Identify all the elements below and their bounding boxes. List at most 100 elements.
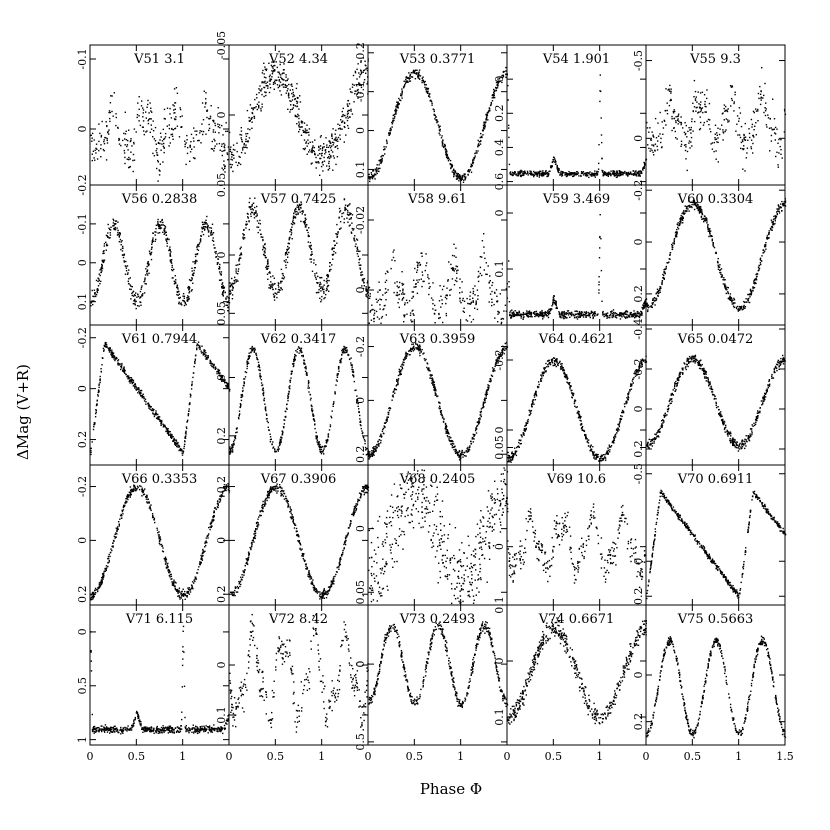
data-point — [402, 288, 404, 290]
data-point — [743, 306, 745, 309]
data-point — [224, 171, 226, 173]
data-point — [697, 206, 699, 209]
data-point — [197, 139, 199, 142]
panel-title: V57 0.7425 — [260, 192, 337, 207]
data-point — [521, 170, 523, 172]
data-point — [450, 163, 452, 166]
data-point — [415, 69, 417, 71]
data-point — [511, 171, 514, 174]
data-point — [654, 300, 656, 302]
data-point — [560, 173, 562, 175]
data-point — [584, 314, 587, 316]
data-point — [251, 208, 254, 210]
data-point — [778, 210, 780, 213]
data-point — [254, 197, 256, 199]
data-point — [719, 271, 721, 274]
data-point — [488, 110, 490, 113]
data-point — [377, 168, 379, 170]
data-point — [708, 229, 711, 232]
data-point — [341, 110, 343, 113]
data-point — [294, 105, 297, 107]
data-point — [721, 276, 723, 278]
data-point — [747, 299, 749, 301]
data-point — [239, 156, 241, 158]
data-point — [261, 103, 263, 105]
data-point — [320, 301, 322, 303]
data-point — [359, 258, 361, 260]
data-point — [195, 259, 197, 261]
data-point — [220, 274, 222, 276]
data-point — [145, 268, 147, 270]
data-point — [737, 308, 739, 311]
data-point — [447, 280, 449, 282]
data-point — [499, 293, 501, 295]
data-point — [546, 173, 549, 175]
data-point — [493, 89, 496, 92]
data-point — [171, 133, 174, 135]
data-point — [690, 205, 693, 208]
data-points — [90, 87, 231, 182]
data-point — [781, 157, 783, 159]
data-point — [352, 74, 355, 77]
data-point — [96, 289, 99, 291]
data-point — [748, 132, 751, 135]
data-point — [231, 156, 233, 158]
data-point — [142, 112, 144, 114]
data-point — [400, 99, 402, 102]
data-point — [475, 150, 477, 152]
data-point — [106, 137, 108, 140]
data-point — [147, 261, 149, 263]
data-point — [599, 236, 601, 239]
data-point — [95, 147, 97, 149]
data-point — [661, 283, 663, 286]
data-point — [129, 165, 131, 168]
data-point — [332, 258, 334, 260]
data-point — [655, 299, 657, 302]
data-point — [409, 73, 412, 76]
data-point — [752, 142, 754, 145]
data-point — [625, 316, 628, 318]
data-point — [401, 284, 404, 286]
variable-id: V54 — [542, 52, 573, 67]
data-point — [237, 273, 239, 275]
data-point — [190, 394, 192, 396]
data-point — [468, 170, 470, 172]
data-point — [274, 82, 276, 85]
data-point — [470, 171, 473, 173]
data-point — [239, 254, 241, 257]
data-point — [623, 315, 625, 317]
data-point — [560, 170, 562, 173]
data-point — [315, 156, 317, 159]
data-point — [773, 223, 775, 226]
data-point — [700, 215, 703, 218]
data-point — [311, 251, 313, 253]
data-point — [318, 285, 321, 287]
y-tick-label: 0 — [354, 127, 367, 134]
data-point — [566, 312, 569, 314]
data-point — [758, 264, 761, 267]
data-point — [111, 95, 113, 97]
data-point — [179, 303, 182, 305]
data-point — [250, 213, 252, 215]
data-point — [168, 145, 170, 147]
data-point — [677, 123, 679, 125]
data-point — [392, 256, 395, 259]
data-point — [456, 178, 459, 180]
data-point — [550, 308, 552, 310]
data-point — [704, 100, 706, 103]
data-point — [545, 311, 548, 314]
data-point — [246, 140, 248, 143]
data-point — [725, 129, 727, 131]
data-point — [265, 77, 267, 79]
data-point — [321, 155, 323, 157]
data-point — [455, 256, 457, 258]
data-point — [202, 130, 205, 133]
data-point — [105, 234, 108, 237]
data-point — [404, 304, 406, 306]
data-point — [356, 248, 358, 250]
data-point — [300, 203, 303, 205]
data-point — [171, 269, 173, 271]
data-point — [305, 218, 307, 220]
data-point — [200, 238, 202, 240]
data-point — [140, 304, 142, 306]
